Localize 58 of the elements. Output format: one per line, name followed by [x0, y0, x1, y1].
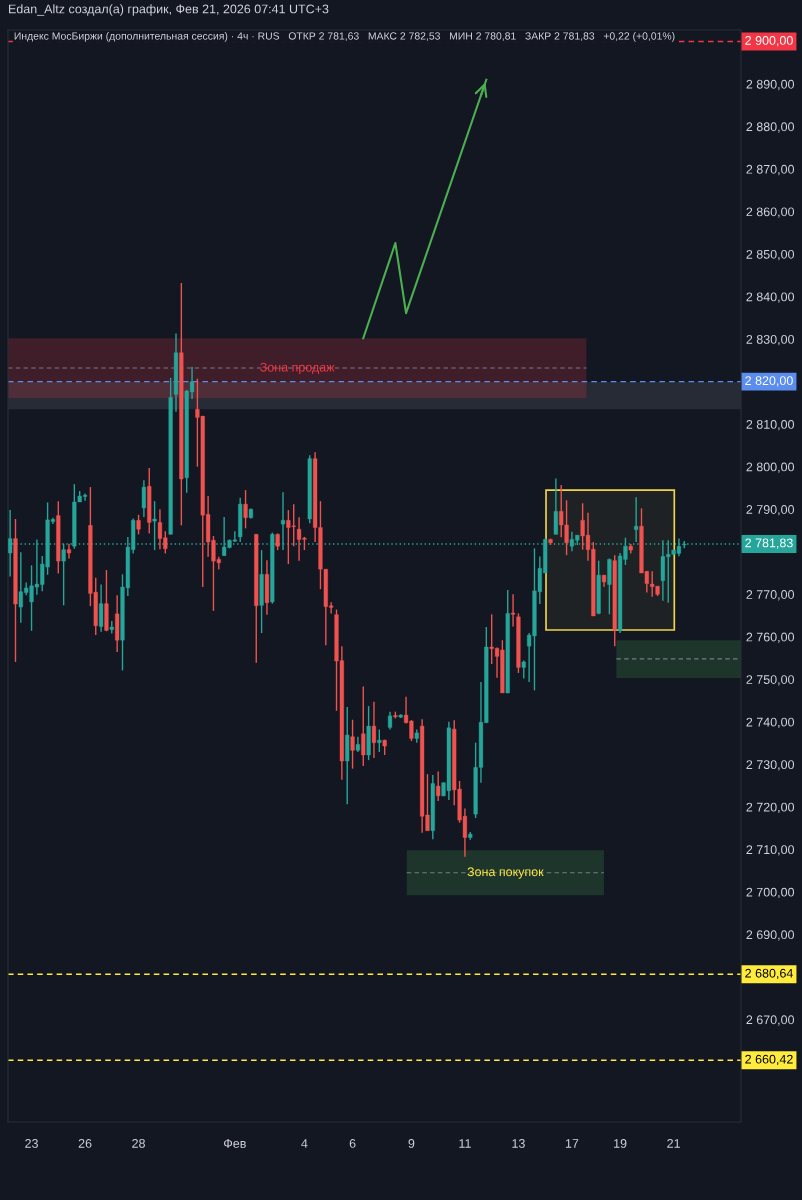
x-tick-label: 6 — [349, 1139, 356, 1148]
x-tick-label: 4 — [301, 1139, 308, 1148]
candlestick — [350, 719, 355, 770]
chart-subtitle: Индекс МосБиржи (дополнительная сессия) · 4ч · RUS ОТКР 2 781,63 МАКС 2 782,53 МИН 2 780,81 ЗАКР 2 781,83 +0,22 (+0,01%) — [14, 32, 675, 42]
y-tick-label: 2 860,00 — [746, 207, 795, 218]
x-tick-label: 13 — [512, 1139, 525, 1148]
y-tick-label: 2 840,00 — [746, 292, 795, 303]
candlestick — [66, 542, 72, 560]
candlestick — [152, 500, 157, 551]
x-tick-label: 19 — [614, 1139, 627, 1148]
x-tick-label: 23 — [25, 1139, 38, 1148]
band-label: Зона покупок — [467, 867, 544, 879]
y-tick-label: 2 700,00 — [746, 887, 795, 899]
ref-line-label: 2 900,00 — [745, 35, 793, 47]
candlestick — [136, 514, 141, 536]
chart-title: Edan_Altz создал(а) график, Фев 21, 2026 07:41 UTC+3 — [9, 4, 329, 16]
y-tick-label: 2 710,00 — [746, 845, 795, 856]
y-tick-label: 2 870,00 — [746, 164, 795, 176]
ref-line-label: 2 820,00 — [745, 376, 793, 387]
x-tick-label: 17 — [565, 1139, 579, 1148]
y-tick-label: 2 750,00 — [746, 675, 795, 686]
ref-line-label: 2 781,83 — [745, 538, 793, 549]
y-tick-label: 2 730,00 — [746, 760, 795, 771]
band-label: Зона продаж — [260, 362, 335, 375]
x-tick-label: 11 — [459, 1139, 471, 1148]
candlestick — [243, 489, 248, 530]
candlestick — [436, 770, 441, 802]
y-tick-label: 2 810,00 — [746, 419, 795, 431]
y-tick-label: 2 740,00 — [746, 717, 795, 728]
y-tick-label: 2 800,00 — [746, 462, 795, 473]
x-tick-label: 9 — [408, 1139, 415, 1148]
line-series — [362, 78, 488, 340]
x-tick-label: Фев — [224, 1139, 246, 1148]
x-tick-label: 28 — [132, 1139, 145, 1148]
ref-line-label: 2 660,42 — [745, 1054, 793, 1066]
x-tick-label: 21 — [667, 1139, 680, 1148]
candlestick — [99, 583, 104, 633]
y-tick-label: 2 690,00 — [746, 930, 795, 941]
candlestick — [280, 491, 286, 551]
y-tick-label: 2 880,00 — [746, 122, 795, 133]
y-tick-label: 2 890,00 — [746, 79, 795, 91]
y-tick-label: 2 720,00 — [746, 802, 795, 814]
y-tick-label: 2 670,00 — [746, 1015, 795, 1026]
y-tick-label: 2 790,00 — [746, 505, 795, 516]
candlestick — [141, 479, 146, 518]
y-tick-label: 2 850,00 — [746, 249, 795, 261]
y-tick-label: 2 760,00 — [746, 632, 795, 643]
candlestick — [361, 685, 366, 767]
y-tick-label: 2 770,00 — [746, 590, 795, 601]
candlestick — [8, 509, 13, 578]
candlestick — [377, 728, 382, 753]
candlestick — [553, 477, 558, 536]
candlestick — [371, 701, 377, 759]
ref-line-label: 2 680,64 — [745, 968, 793, 980]
candlestick — [634, 496, 639, 543]
y-tick-label: 2 830,00 — [746, 334, 795, 346]
x-tick-label: 26 — [78, 1139, 92, 1148]
candlestick — [510, 593, 516, 628]
